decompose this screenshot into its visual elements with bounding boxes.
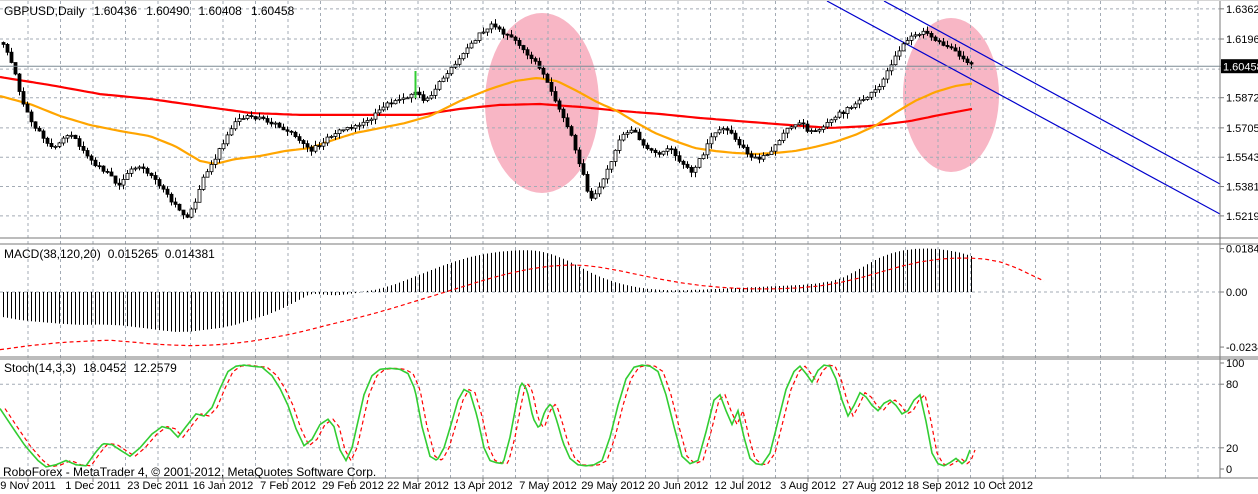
stoch-value-main: 18.0452 (83, 361, 127, 375)
macd-indicator-label: MACD(38,120,20) 0.015265 0.014381 (4, 247, 222, 261)
macd-name: MACD(38,120,20) (4, 247, 101, 261)
stoch-name: Stoch(14,3,3) (4, 361, 77, 375)
date-axis-label: 7 Feb 2012 (260, 480, 316, 492)
stoch-main-line (0, 364, 971, 468)
price-axis-label: 0.00 (1226, 287, 1247, 299)
date-axis-label: 10 Oct 2012 (973, 480, 1033, 492)
price-axis-label: 1.58720 (1226, 93, 1258, 105)
panel-borders (0, 1, 1258, 479)
date-axis-label: 16 Jan 2012 (193, 480, 254, 492)
date-axis: 9 Nov 2011 1 Dec 2011 23 Dec 2011 16 Jan 20… (0, 478, 1033, 492)
date-axis-label: 12 Jul 2012 (715, 480, 772, 492)
price-axis-label: 100 (1226, 358, 1244, 370)
price-axis-label: 1.52195 (1226, 211, 1258, 223)
date-axis-label: 1 Dec 2011 (65, 480, 120, 492)
quote-close: 1.60458 (250, 4, 295, 18)
trend-channel-lines[interactable] (826, 1, 1220, 215)
stoch-indicator-label: Stoch(14,3,3) 18.0452 12.2579 (4, 361, 184, 375)
highlight-ellipses (485, 13, 999, 193)
date-axis-label: 9 Nov 2011 (0, 480, 55, 492)
svg-text:1.60458: 1.60458 (1223, 62, 1258, 74)
price-axis-label: 0.01846 (1226, 244, 1258, 256)
macd-histogram (3, 248, 972, 332)
macd-signal-line (0, 257, 1045, 351)
date-axis-label: 29 Feb 2012 (322, 480, 384, 492)
price-axis-label: 1.63625 (1226, 4, 1258, 16)
price-axis-label: 20 (1226, 443, 1238, 455)
date-axis-label: 20 Jun 2012 (648, 480, 709, 492)
price-axis-label: -0.02340 (1226, 342, 1258, 354)
date-axis-label: 7 May 2012 (519, 480, 576, 492)
price-axis-label: 0 (1226, 464, 1232, 476)
macd-value-signal: 0.014381 (164, 247, 215, 261)
price-axis-label: 1.57055 (1226, 123, 1258, 135)
current-price-tag: 1.60458 (1221, 59, 1258, 74)
price-axis-label: 1.61960 (1226, 34, 1258, 46)
price-axis-label: 1.53815 (1226, 182, 1258, 194)
stoch-value-signal: 12.2579 (133, 361, 177, 375)
quote-low: 1.60408 (198, 4, 242, 18)
stoch-signal-line (4, 364, 976, 468)
date-axis-label: 22 Mar 2012 (387, 480, 449, 492)
candlestick-series (1, 19, 974, 220)
macd-value-main: 0.015265 (107, 247, 158, 261)
quote-high: 1.60490 (146, 4, 190, 18)
quote-line: GBPUSD,Daily 1.60436 1.60490 1.60408 1.60458 (4, 4, 303, 18)
date-axis-label: 13 Apr 2012 (453, 480, 512, 492)
date-axis-label: 3 Aug 2012 (780, 480, 836, 492)
copyright-text: RoboForex - MetaTrader 4, © 2001-2012, M… (3, 465, 377, 479)
grid-lines (0, 1, 1220, 478)
date-axis-label: 27 Aug 2012 (842, 480, 904, 492)
quote-open: 1.60436 (93, 4, 138, 18)
price-axis: 1.63625 1.61960 1.58720 1.57055 1.55435 1.538… (1220, 4, 1258, 476)
date-axis-label: 29 May 2012 (581, 480, 645, 492)
date-axis-label: 18 Sep 2012 (907, 480, 969, 492)
price-axis-label: 1.55435 (1226, 152, 1258, 164)
price-axis-label: 80 (1226, 379, 1238, 391)
symbol-timeframe: GBPUSD,Daily (4, 4, 85, 18)
date-axis-label: 23 Dec 2011 (127, 480, 189, 492)
moving-averages (0, 75, 973, 165)
